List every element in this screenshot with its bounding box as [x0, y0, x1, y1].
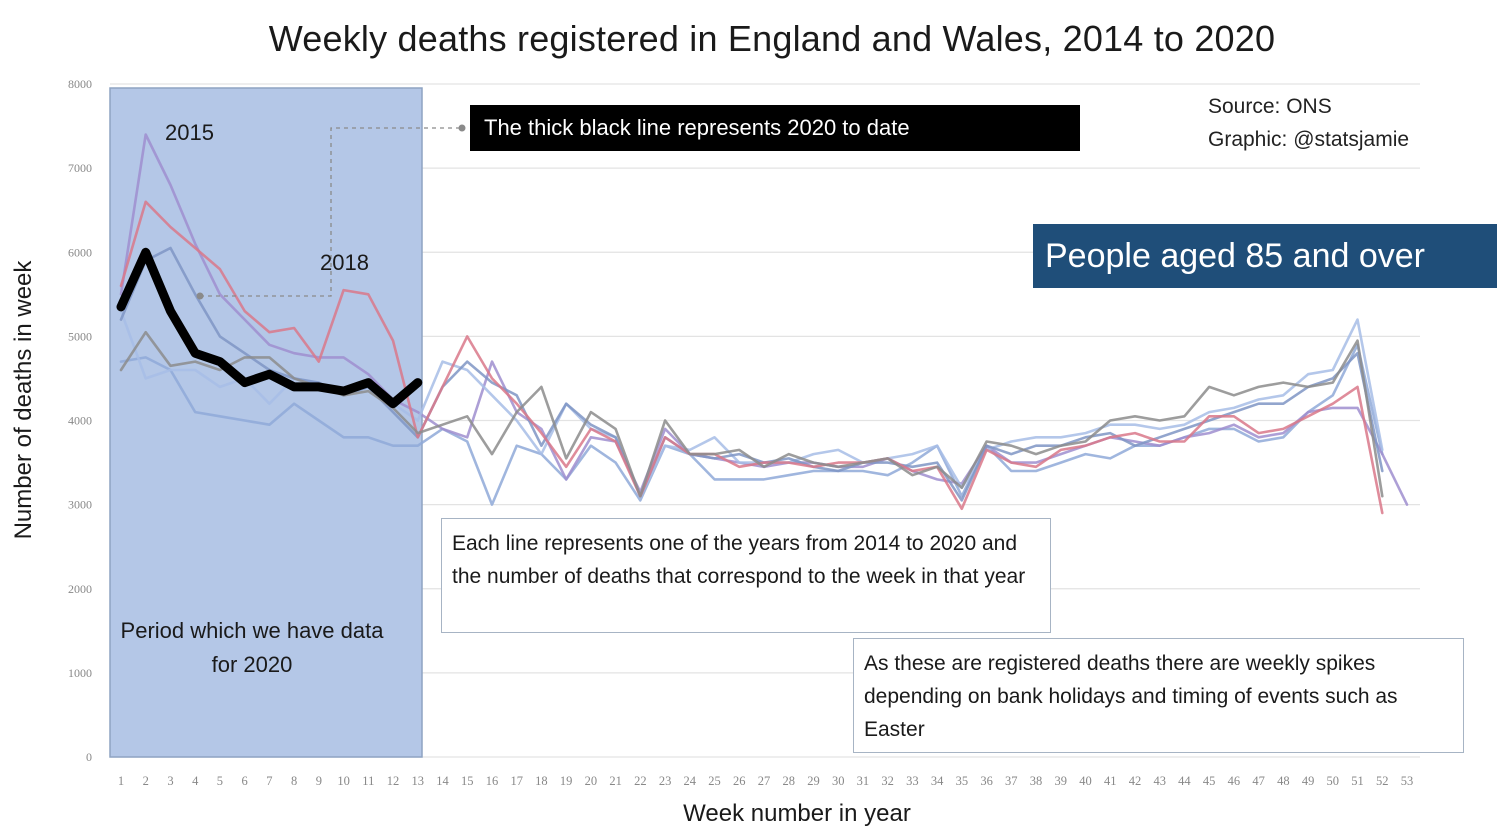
x-tick-label: 26: [733, 774, 746, 788]
x-tick-label: 43: [1153, 774, 1166, 788]
source-credit: Source: ONS Graphic: @statsjamie: [1208, 90, 1409, 156]
y-tick-label: 8000: [68, 77, 92, 91]
y-axis-label: Number of deaths in week: [10, 260, 37, 540]
y-tick-label: 1000: [68, 666, 92, 680]
x-tick-label: 49: [1302, 774, 1315, 788]
x-tick-label: 22: [634, 774, 647, 788]
x-tick-label: 20: [585, 774, 598, 788]
y-tick-label: 0: [86, 750, 92, 764]
x-tick-label: 10: [337, 774, 350, 788]
x-tick-label: 21: [609, 774, 622, 788]
period-2020-label: Period which we have data for 2020: [120, 618, 384, 677]
x-tick-label: 24: [684, 774, 697, 788]
x-tick-label: 47: [1252, 774, 1265, 788]
x-tick-label: 18: [535, 774, 548, 788]
y-tick-label: 5000: [68, 329, 92, 343]
x-tick-label: 5: [217, 774, 223, 788]
x-tick-label: 44: [1178, 774, 1191, 788]
series-lines: [116, 133, 1409, 515]
x-tick-label: 40: [1079, 774, 1092, 788]
x-tick-label: 51: [1351, 774, 1364, 788]
source-line: Source: ONS: [1208, 95, 1332, 118]
x-tick-label: 25: [708, 774, 721, 788]
x-tick-label: 46: [1228, 774, 1241, 788]
annotation-2015: 2015: [165, 120, 214, 145]
annotation-connectors: [196, 124, 466, 300]
series-line-2018: [119, 200, 1384, 515]
y-tick-label: 2000: [68, 582, 92, 596]
x-tick-label: 1: [118, 774, 124, 788]
connector-dot-end: [458, 124, 466, 132]
x-tick-label: 41: [1104, 774, 1117, 788]
x-tick-label: 45: [1203, 774, 1216, 788]
x-tick-label: 3: [167, 774, 173, 788]
connector-dot-start: [196, 292, 204, 300]
x-tick-label: 30: [832, 774, 845, 788]
x-tick-label: 23: [659, 774, 672, 788]
lines-explanation-note: Each line represents one of the years fr…: [441, 518, 1051, 633]
x-tick-label: 2: [143, 774, 149, 788]
x-tick-label: 31: [857, 774, 870, 788]
x-tick-label: 32: [881, 774, 894, 788]
age-group-banner: People aged 85 and over: [1033, 224, 1497, 288]
x-tick-label: 50: [1327, 774, 1340, 788]
y-tick-label: 6000: [68, 245, 92, 259]
x-tick-label: 11: [362, 774, 374, 788]
x-tick-label: 6: [242, 774, 248, 788]
x-tick-label: 33: [906, 774, 919, 788]
x-tick-label: 35: [956, 774, 969, 788]
y-tick-label: 7000: [68, 161, 92, 175]
spikes-explanation-note: As these are registered deaths there are…: [853, 638, 1464, 753]
x-tick-label: 8: [291, 774, 297, 788]
series-line-2020: [116, 247, 423, 409]
x-tick-label: 4: [192, 774, 199, 788]
y-tick-label: 3000: [68, 498, 92, 512]
x-tick-label: 42: [1129, 774, 1142, 788]
x-tick-label: 52: [1376, 774, 1389, 788]
x-tick-label: 19: [560, 774, 573, 788]
thick-line-note: The thick black line represents 2020 to …: [470, 105, 1080, 151]
x-tick-label: 37: [1005, 774, 1018, 788]
x-tick-label: 36: [980, 774, 993, 788]
x-tick-label: 27: [758, 774, 771, 788]
chart-title: Weekly deaths registered in England and …: [268, 18, 1276, 59]
x-tick-label: 13: [412, 774, 425, 788]
y-axis-ticks: 0 1000 2000 3000 4000 5000 6000 7000 8000: [68, 77, 92, 764]
y-tick-label: 4000: [68, 414, 92, 428]
x-axis-label: Week number in year: [683, 800, 911, 827]
graphic-credit-line: Graphic: @statsjamie: [1208, 128, 1410, 151]
annotation-2018: 2018: [320, 250, 369, 275]
x-tick-label: 38: [1030, 774, 1043, 788]
x-tick-label: 15: [461, 774, 474, 788]
x-tick-label: 39: [1055, 774, 1068, 788]
x-tick-label: 12: [387, 774, 400, 788]
x-tick-label: 16: [486, 774, 499, 788]
x-tick-label: 9: [316, 774, 322, 788]
x-tick-label: 17: [510, 774, 523, 788]
x-tick-label: 7: [266, 774, 272, 788]
x-tick-label: 53: [1401, 774, 1414, 788]
x-tick-label: 48: [1277, 774, 1290, 788]
x-tick-label: 14: [436, 774, 449, 788]
x-tick-label: 28: [782, 774, 795, 788]
x-tick-label: 34: [931, 774, 944, 788]
highlight-region-2020: [109, 87, 423, 758]
connector-2018: [200, 127, 462, 297]
x-tick-label: 29: [807, 774, 820, 788]
x-axis-ticks: 1 2 3 4 5 6 7 8 9 10 11 12 13 14 15 16 17 18 19 20 21 22 23 24 2…: [118, 774, 1413, 788]
